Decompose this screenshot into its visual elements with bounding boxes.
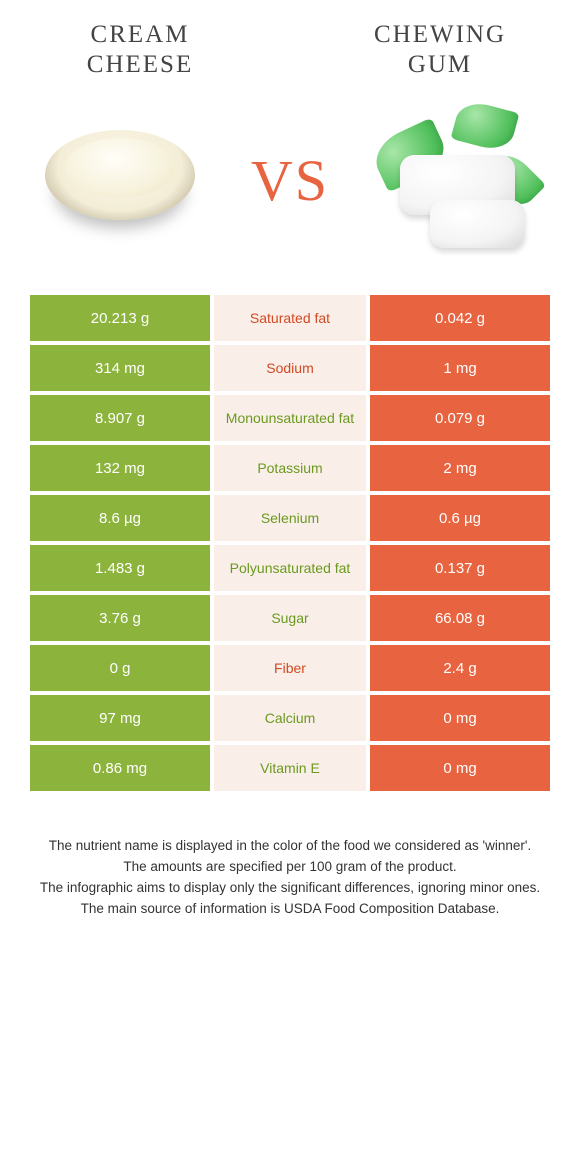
table-row: 132 mgPotassium2 mg (30, 445, 550, 491)
footer-line-1: The nutrient name is displayed in the co… (30, 836, 550, 857)
right-title-line1: CHEWING (374, 21, 506, 48)
nutrient-label: Polyunsaturated fat (214, 545, 366, 591)
right-value: 2.4 g (370, 645, 550, 691)
table-row: 314 mgSodium1 mg (30, 345, 550, 391)
left-value: 3.76 g (30, 595, 210, 641)
footer-line-2: The amounts are specified per 100 gram o… (30, 857, 550, 878)
footer-line-3: The infographic aims to display only the… (30, 878, 550, 899)
nutrient-label: Fiber (214, 645, 366, 691)
left-value: 1.483 g (30, 545, 210, 591)
left-value: 20.213 g (30, 295, 210, 341)
left-title-line1: CREAM (91, 21, 190, 48)
titles-row: CREAM CHEESE CHEWING GUM (30, 20, 550, 80)
nutrient-label: Vitamin E (214, 745, 366, 791)
table-row: 0 gFiber2.4 g (30, 645, 550, 691)
footer-line-4: The main source of information is USDA F… (30, 899, 550, 920)
table-row: 8.6 µgSelenium0.6 µg (30, 495, 550, 541)
right-value: 1 mg (370, 345, 550, 391)
right-value: 66.08 g (370, 595, 550, 641)
right-value: 0 mg (370, 745, 550, 791)
table-row: 8.907 gMonounsaturated fat0.079 g (30, 395, 550, 441)
right-value: 0.042 g (370, 295, 550, 341)
right-value: 0.137 g (370, 545, 550, 591)
nutrient-label: Sodium (214, 345, 366, 391)
nutrient-label: Saturated fat (214, 295, 366, 341)
right-value: 0 mg (370, 695, 550, 741)
infographic: CREAM CHEESE CHEWING GUM VS 20.213 gSat (0, 0, 580, 950)
left-value: 0 g (30, 645, 210, 691)
cream-cheese-image (30, 90, 210, 270)
table-row: 0.86 mgVitamin E0 mg (30, 745, 550, 791)
nutrient-label: Sugar (214, 595, 366, 641)
right-value: 0.6 µg (370, 495, 550, 541)
table-row: 3.76 gSugar66.08 g (30, 595, 550, 641)
left-value: 0.86 mg (30, 745, 210, 791)
left-title-line2: CHEESE (87, 51, 193, 78)
left-title: CREAM CHEESE (30, 20, 250, 80)
nutrient-label: Monounsaturated fat (214, 395, 366, 441)
hero-row: VS (30, 90, 550, 270)
nutrient-label: Selenium (214, 495, 366, 541)
table-row: 20.213 gSaturated fat0.042 g (30, 295, 550, 341)
nutrient-label: Calcium (214, 695, 366, 741)
right-value: 0.079 g (370, 395, 550, 441)
table-row: 97 mgCalcium0 mg (30, 695, 550, 741)
chewing-gum-image (370, 90, 550, 270)
right-title: CHEWING GUM (330, 20, 550, 80)
left-value: 314 mg (30, 345, 210, 391)
table-row: 1.483 gPolyunsaturated fat0.137 g (30, 545, 550, 591)
footer-notes: The nutrient name is displayed in the co… (30, 836, 550, 920)
left-value: 132 mg (30, 445, 210, 491)
right-title-line2: GUM (408, 51, 472, 78)
right-value: 2 mg (370, 445, 550, 491)
comparison-table: 20.213 gSaturated fat0.042 g314 mgSodium… (30, 295, 550, 791)
left-value: 8.907 g (30, 395, 210, 441)
nutrient-label: Potassium (214, 445, 366, 491)
left-value: 8.6 µg (30, 495, 210, 541)
left-value: 97 mg (30, 695, 210, 741)
vs-label: VS (251, 147, 329, 214)
